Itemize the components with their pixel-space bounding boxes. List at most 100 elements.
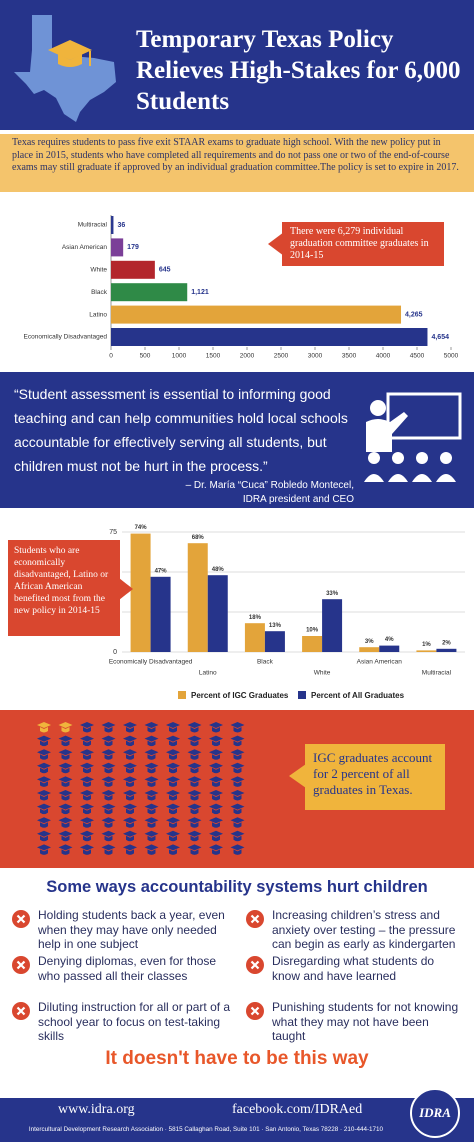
bar <box>379 645 400 652</box>
cap-icon <box>101 830 116 842</box>
cap-icon <box>101 844 116 855</box>
x-tick-label: 0 <box>109 353 113 360</box>
attribution-line: IDRA president and CEO <box>242 494 354 505</box>
cap-icon <box>58 735 73 747</box>
value-label: 18% <box>249 615 262 621</box>
category-label: Multiracial <box>78 222 108 229</box>
cap-icon <box>101 790 116 801</box>
cap-icon <box>209 749 223 760</box>
quote-text: “Student assessment is essential to info… <box>14 386 348 474</box>
cap-icon <box>166 817 180 828</box>
cap-icon <box>37 803 51 815</box>
cap-icon <box>187 803 202 815</box>
x-icon <box>246 1002 264 1020</box>
category-label: White <box>314 670 331 677</box>
value-label: 1,121 <box>191 289 209 296</box>
category-label: Multiracial <box>422 670 452 677</box>
callout-box <box>8 540 120 636</box>
callout-arrow <box>268 232 284 256</box>
harm-item: Denying diplomas, even for those who pas… <box>38 954 217 983</box>
x-icon <box>246 910 264 928</box>
callout-text: IGC graduates account for 2 percent of a… <box>313 750 433 797</box>
cap-icon <box>144 830 159 842</box>
cap-icon <box>187 817 202 828</box>
cap-icon <box>58 749 73 760</box>
bar <box>111 328 428 346</box>
cap-icon <box>230 844 245 855</box>
category-label: Latino <box>89 311 107 318</box>
cap-icon <box>230 817 245 828</box>
value-label: 47% <box>155 568 168 574</box>
bar <box>302 636 323 652</box>
bar <box>130 533 151 652</box>
x-icon <box>12 910 30 928</box>
cap-icon <box>37 735 51 747</box>
cap-icon <box>37 844 51 855</box>
value-label: 33% <box>326 591 339 597</box>
cap-icon <box>58 762 73 774</box>
value-label: 4% <box>385 637 394 643</box>
bar <box>111 260 155 279</box>
value-label: 74% <box>135 525 148 531</box>
cap-icon <box>101 776 116 787</box>
bar <box>436 648 457 652</box>
cap-icon <box>230 722 245 733</box>
legend-swatch <box>298 691 306 699</box>
cap-icon <box>58 722 73 733</box>
bar <box>150 576 171 652</box>
cap-icon <box>80 722 94 733</box>
intro-text: Texas requires students to pass five exi… <box>12 137 459 173</box>
cap-icon <box>230 735 245 747</box>
cap-icon <box>166 844 180 855</box>
category-label: Economically Disadvantaged <box>109 659 193 666</box>
cap-icon <box>37 776 51 787</box>
cap-icon <box>101 817 116 828</box>
cap-icon <box>37 817 51 828</box>
attribution-line: – Dr. María “Cuca” Robledo Montecel, <box>185 480 354 491</box>
bar <box>187 543 208 652</box>
cap-icon <box>80 776 94 787</box>
category-label: Latino <box>199 670 217 677</box>
callout-text: Students who are economically disadvanta… <box>14 546 109 616</box>
facebook: facebook.com/IDRAed <box>232 1102 363 1117</box>
cap-icon <box>166 790 180 801</box>
x-tick-label: 500 <box>140 353 151 360</box>
cap-icon <box>144 790 159 801</box>
cap-icon <box>80 749 94 760</box>
cap-icon <box>187 762 202 774</box>
cap-icon <box>80 844 94 855</box>
cap-icon <box>123 735 137 747</box>
value-label: 10% <box>306 628 319 634</box>
cap-icon <box>230 776 245 787</box>
cap-icon <box>166 803 180 815</box>
cap-icon <box>37 749 51 760</box>
x-icon <box>246 956 264 974</box>
category-label: Black <box>91 289 108 296</box>
cap-icon <box>123 722 137 733</box>
texas-icon <box>14 15 116 122</box>
bar <box>111 238 124 257</box>
cap-icon <box>123 817 137 828</box>
cap-icon <box>123 762 137 774</box>
attribution: – Dr. María “Cuca” Robledo Montecel, IDR… <box>150 479 354 507</box>
cap-icon <box>58 817 73 828</box>
value-label: 4,654 <box>431 334 449 341</box>
cap-icon <box>166 762 180 774</box>
cap-icon <box>80 817 94 828</box>
value-label: 68% <box>192 535 205 541</box>
cap-icon <box>37 830 51 842</box>
harm-item: Diluting instruction for all or part of … <box>38 1000 231 1043</box>
cap-icon <box>123 844 137 855</box>
cap-icon <box>209 762 223 774</box>
value-label: 2% <box>442 640 451 646</box>
cap-icon <box>144 776 159 787</box>
y-tick-label: 0 <box>113 649 117 656</box>
harm-item: Disregarding what students do know and h… <box>272 954 435 983</box>
hbar-chart: 0 500 1000 1500 2000 2500 3000 3500 4000 4500 5000… <box>24 215 459 360</box>
category-label: White <box>90 267 107 274</box>
value-label: 645 <box>159 267 171 274</box>
callout-text: There were 6,279 individual graduation c… <box>290 226 429 261</box>
closing: It doesn't have to be this way <box>105 1048 369 1069</box>
cap-icon <box>123 776 137 787</box>
cap-icon <box>144 844 159 855</box>
